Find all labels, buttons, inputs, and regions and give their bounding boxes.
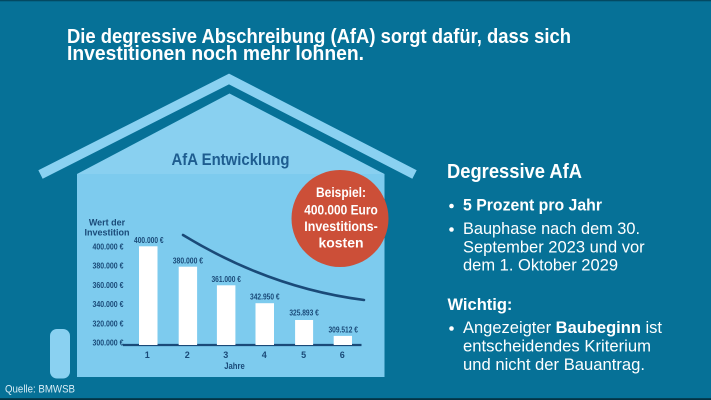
svg-text:Degressive AfA: Degressive AfA — [447, 160, 582, 183]
svg-text:342.950 €: 342.950 € — [250, 293, 280, 302]
svg-text:Beispiel:: Beispiel: — [316, 185, 366, 200]
svg-text:400.000 €: 400.000 € — [134, 236, 164, 245]
svg-text:Investition: Investition — [84, 228, 129, 238]
svg-text:320.000 €: 320.000 € — [93, 319, 124, 328]
svg-text:Wichtig:: Wichtig: — [448, 296, 513, 314]
svg-text:5: 5 — [301, 350, 306, 360]
svg-text:380.000 €: 380.000 € — [173, 257, 204, 266]
svg-text:5 Prozent pro Jahr: 5 Prozent pro Jahr — [463, 197, 603, 215]
svg-text:1: 1 — [145, 350, 150, 360]
svg-text:300.000 €: 300.000 € — [93, 339, 124, 348]
svg-text:3: 3 — [223, 350, 228, 360]
svg-text:4: 4 — [262, 350, 267, 360]
svg-text:340.000 €: 340.000 € — [93, 300, 124, 309]
svg-text:kosten: kosten — [319, 236, 364, 251]
svg-text:Investitions-: Investitions- — [304, 219, 378, 234]
svg-text:360.000 €: 360.000 € — [93, 281, 124, 290]
svg-text:Wert der: Wert der — [89, 217, 126, 227]
svg-text:Investitionen noch mehr lohnen: Investitionen noch mehr lohnen. — [67, 42, 364, 65]
svg-text:AfA Entwicklung: AfA Entwicklung — [172, 151, 290, 169]
svg-text:und nicht der Bauantrag.: und nicht der Bauantrag. — [463, 356, 645, 374]
svg-text:September 2023 und vor: September 2023 und vor — [463, 239, 645, 257]
svg-text:Die degressive Abschreibung (A: Die degressive Abschreibung (AfA) sorgt … — [67, 25, 571, 48]
svg-text:dem 1. Oktober 2029: dem 1. Oktober 2029 — [463, 257, 618, 275]
svg-text:400.000 Euro: 400.000 Euro — [304, 203, 378, 218]
svg-text:6: 6 — [340, 350, 345, 360]
svg-text:380.000 €: 380.000 € — [93, 262, 124, 271]
svg-text:Quelle: BMWSB: Quelle: BMWSB — [5, 384, 75, 396]
svg-text:2: 2 — [185, 350, 190, 360]
svg-text:Bauphase nach dem 30.: Bauphase nach dem 30. — [463, 220, 640, 238]
svg-text:361.000 €: 361.000 € — [211, 275, 241, 284]
svg-text:400.000 €: 400.000 € — [93, 243, 124, 252]
svg-text:325.893 €: 325.893 € — [289, 309, 319, 318]
svg-text:Angezeigter Baubeginn ist: Angezeigter Baubeginn ist — [463, 319, 662, 337]
svg-text:309.512 €: 309.512 € — [328, 325, 358, 334]
svg-text:entscheidendes Kriterium: entscheidendes Kriterium — [463, 338, 651, 356]
svg-text:Jahre: Jahre — [224, 361, 245, 372]
